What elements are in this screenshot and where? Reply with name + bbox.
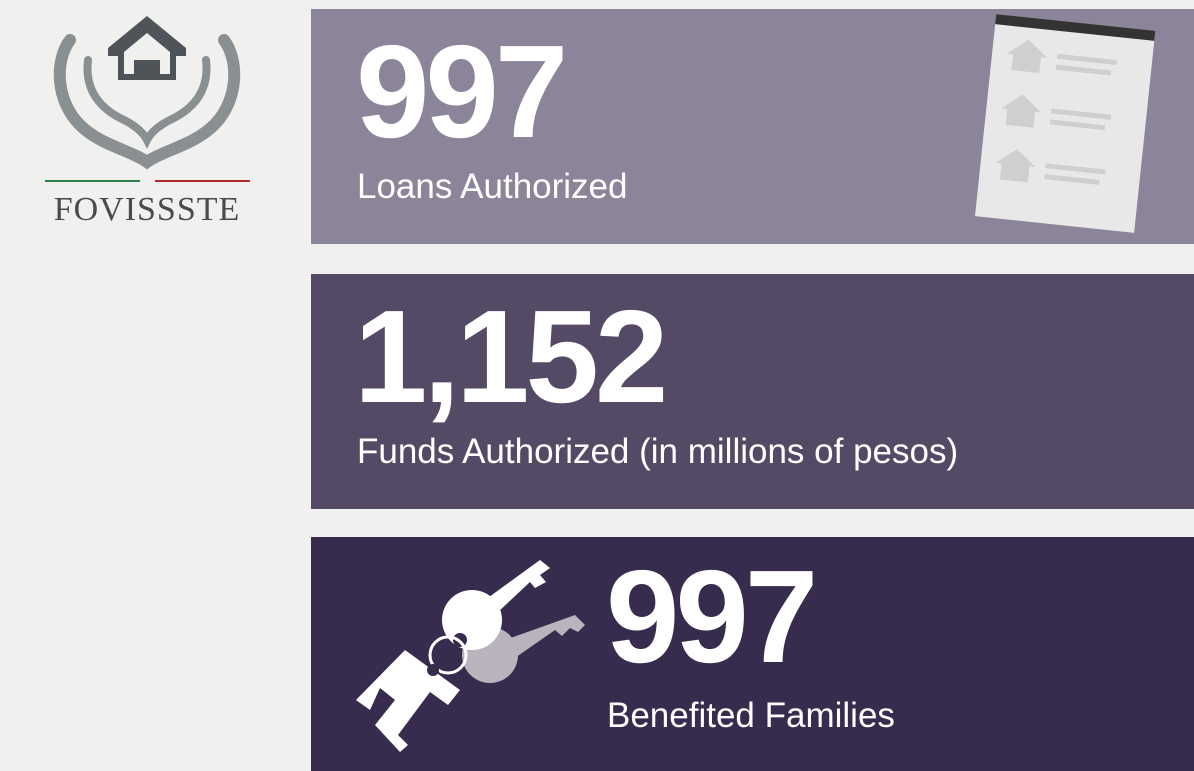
stat-label: Loans Authorized (357, 167, 627, 206)
logo: FOVISSSTE (45, 16, 250, 228)
stat-label: Funds Authorized (in millions of pesos) (357, 432, 958, 471)
document-icon (974, 14, 1156, 233)
keys-icon (356, 560, 585, 752)
stat-value: 1,152 (354, 283, 664, 430)
stat-value: 997 (606, 543, 814, 690)
stat-card (311, 274, 1194, 509)
stat-value: 997 (356, 18, 564, 165)
stat-label: Benefited Families (607, 696, 895, 735)
logo-text: FOVISSSTE (54, 191, 241, 228)
stat-card (311, 537, 1194, 771)
